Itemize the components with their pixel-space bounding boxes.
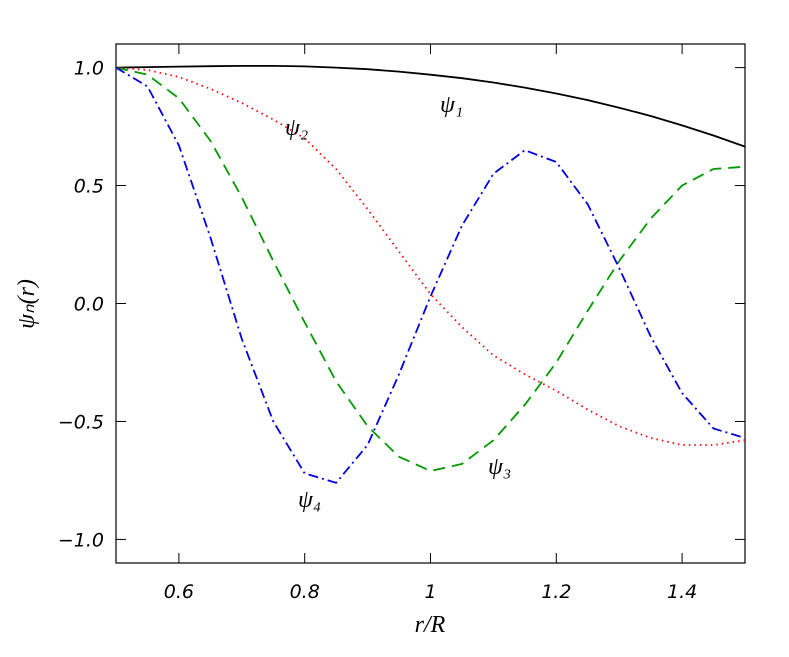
y-tick-label: 0.5 <box>74 176 104 198</box>
series-line <box>115 65 746 148</box>
y-axis-label: ψₙ(r) <box>14 279 40 329</box>
series-label: ψ₃ <box>488 454 511 480</box>
x-axis-label: r/R <box>415 612 446 638</box>
y-tick-label: 1.0 <box>74 58 104 80</box>
y-tick-label: 0.0 <box>74 294 104 316</box>
series-label: ψ₄ <box>298 487 321 513</box>
x-tick-label: 0.6 <box>164 581 194 603</box>
x-tick-label: 1.2 <box>541 581 571 603</box>
y-tick-label: −0.5 <box>58 411 104 433</box>
x-tick-label: 1 <box>424 581 436 603</box>
x-tick-label: 1.4 <box>667 581 697 603</box>
plot-frame <box>115 43 746 564</box>
series-label: ψ₁ <box>440 92 463 118</box>
x-tick-label: 0.8 <box>290 581 320 603</box>
series-line <box>115 66 746 484</box>
series-line <box>115 66 746 472</box>
series-label: ψ₂ <box>285 115 308 141</box>
series-line <box>115 66 746 446</box>
y-tick-label: −1.0 <box>58 529 104 551</box>
